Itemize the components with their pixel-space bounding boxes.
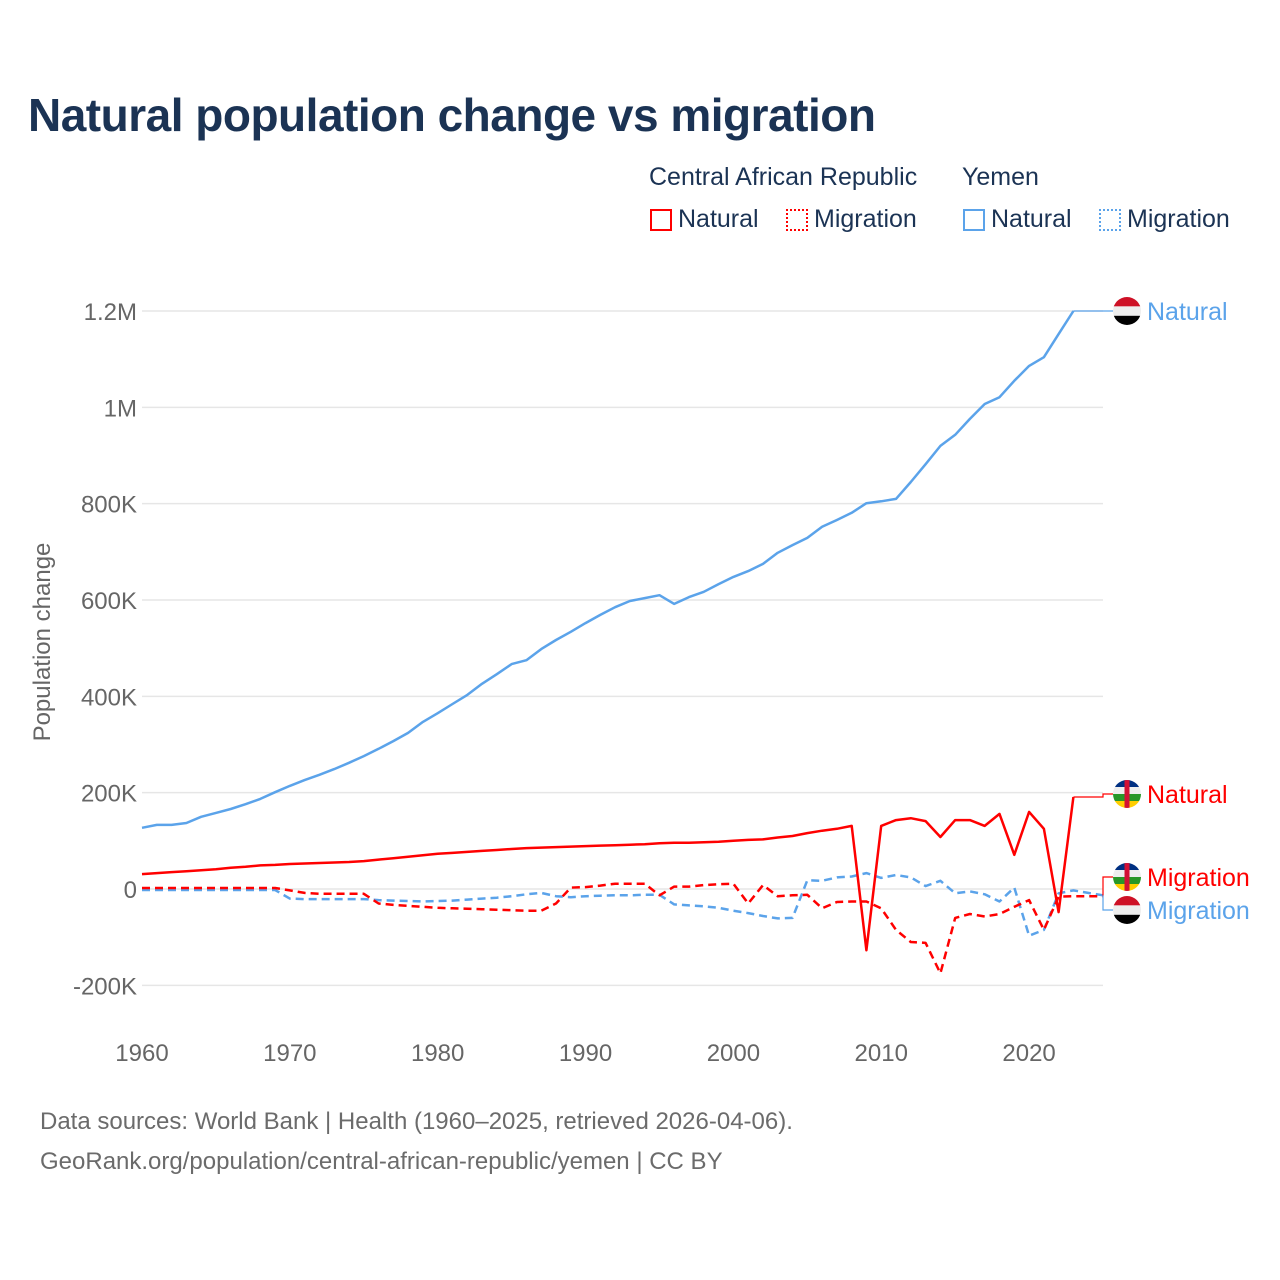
footer-url[interactable]: GeoRank.org/population/central-african-r… [40,1148,723,1175]
legend-swatch-solid-blue [963,208,985,231]
legend-swatch-dotted-blue [1099,208,1121,231]
legend-swatch-dotted-red [786,208,808,231]
x-tick-label: 2020 [1002,1040,1055,1067]
y-tick-label: 800K [81,492,137,519]
flag-stripe [1113,315,1141,325]
flag-stripe [1113,306,1141,316]
legend-label: Natural [991,205,1072,233]
legend-label: Natural [678,205,759,233]
flag-stripe [1113,297,1141,307]
footer-source: Data sources: World Bank | Health (1960–… [40,1108,793,1135]
x-tick-label: 1960 [115,1040,168,1067]
car-flag-icon [1113,780,1141,808]
legend-yemen-migration[interactable]: Migration [1099,205,1230,234]
y-tick-label: 600K [81,588,137,615]
y-axis-label: Population change [29,543,56,742]
series-line-yemen-natural [141,310,1075,830]
series-end-label: Natural [1147,298,1228,326]
x-tick-label: 1990 [559,1040,612,1067]
flag-clip [1113,780,1141,808]
yemen-flag-icon [1113,297,1141,325]
yemen-flag-icon [1113,896,1141,924]
flag-stripe [1113,896,1141,906]
x-tick-label: 1970 [263,1040,316,1067]
legend-swatch-solid-red [650,208,672,231]
series-line-yemen-migration [142,871,1104,937]
legend-group-yemen: Yemen [962,163,1039,191]
y-tick-label: -200K [73,973,137,1000]
y-tick-label: 1.2M [84,299,137,326]
label-connector [1102,895,1113,911]
series-end-label: Natural [1147,781,1228,809]
x-tick-label: 1980 [411,1040,464,1067]
legend-group-car: Central African Republic [649,163,918,191]
y-tick-label: 400K [81,684,137,711]
label-connector [1073,793,1113,798]
x-tick-label: 2000 [707,1040,760,1067]
flag-stripe [1124,863,1130,891]
legend-label: Migration [1127,205,1230,233]
y-tick-label: 0 [124,877,137,904]
legend-label: Migration [814,205,917,233]
flag-clip [1113,896,1141,924]
flag-stripe [1124,780,1130,808]
legend-yemen-natural[interactable]: Natural [963,205,1072,234]
car-flag-icon [1113,863,1141,891]
flag-clip [1113,297,1141,325]
legend-car-natural[interactable]: Natural [650,205,759,234]
flag-stripe [1113,914,1141,924]
legend-car-migration[interactable]: Migration [786,205,917,234]
series-line-car-natural [141,796,1075,952]
x-tick-label: 2010 [855,1040,908,1067]
series-end-label: Migration [1147,897,1250,925]
series-end-label: Migration [1147,864,1250,892]
flag-clip [1113,863,1141,891]
y-tick-label: 1M [104,395,137,422]
flag-stripe [1113,905,1141,915]
chart-title: Natural population change vs migration [28,89,876,141]
label-connector [1102,876,1113,897]
y-tick-label: 200K [81,781,137,808]
series-line-car-migration [142,882,1103,975]
